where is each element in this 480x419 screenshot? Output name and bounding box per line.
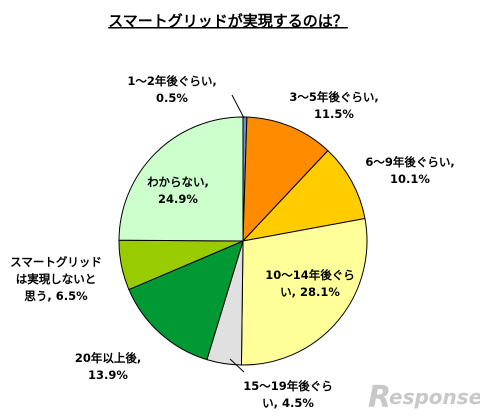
pie-slice-2 bbox=[241, 149, 366, 242]
svg-text:esponse: esponse bbox=[389, 385, 480, 409]
chart-title: スマートグリッドが実現するのは？ bbox=[108, 12, 348, 30]
pie-slice-3 bbox=[240, 217, 368, 366]
slice-label-6: スマートグリッドは実現しないと思う, 6.5% bbox=[10, 255, 102, 303]
watermark-logo: R esponse bbox=[368, 380, 480, 415]
leader-line-0 bbox=[231, 94, 245, 119]
pie-slices bbox=[118, 116, 368, 366]
slice-labels: 1～2年後ぐらい, 0.5% 3～5年後ぐらい, 11.5% 6～9年後ぐらい, 10.1… bbox=[10, 74, 455, 410]
pie-slice-5 bbox=[128, 240, 244, 361]
slice-label-5: 20年以上後, 13.9% bbox=[75, 351, 141, 382]
slice-label-2: 6～9年後ぐらい, 10.1% bbox=[365, 155, 454, 186]
slice-label-1: 3～5年後ぐらい, 11.5% bbox=[289, 90, 378, 121]
leader-lines bbox=[229, 94, 245, 373]
leader-line-4 bbox=[229, 358, 245, 373]
pie-slice-1 bbox=[242, 116, 329, 243]
svg-text:R: R bbox=[368, 380, 391, 415]
slice-label-7: わからない, 24.9% bbox=[147, 175, 209, 206]
slice-label-4: 15～19年後ぐらい, 4.5% bbox=[243, 379, 333, 410]
slice-label-3: 10～14年後ぐらい, 28.1% bbox=[265, 268, 355, 299]
slice-label-0: 1～2年後ぐらい, 0.5% bbox=[127, 74, 216, 105]
pie-slice-7 bbox=[118, 116, 244, 242]
